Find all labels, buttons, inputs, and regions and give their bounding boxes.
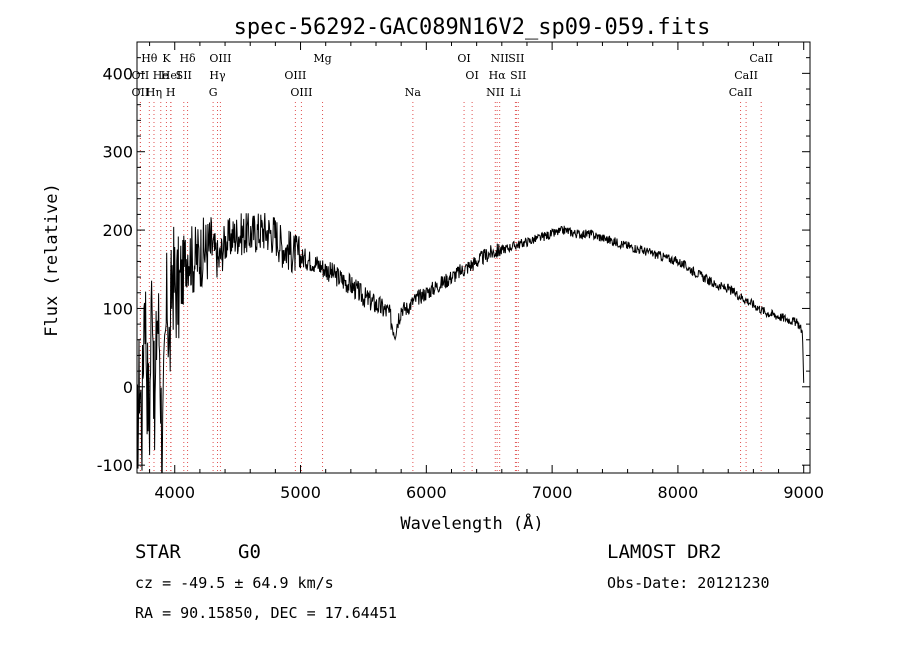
line-marker-label-10: He — [153, 69, 169, 82]
line-marker-label-7: SII — [508, 52, 524, 65]
line-marker-label-16: Hα — [489, 69, 507, 82]
line-marker-label-20: Hη — [146, 86, 162, 99]
line-marker-label-6: NII — [491, 52, 509, 65]
line-marker-label-4: Mg — [313, 52, 331, 65]
object-subclass: G0 — [238, 541, 261, 563]
line-marker-label-26: Li — [510, 86, 521, 99]
y-tick-label-5: 400 — [102, 64, 133, 83]
line-marker-label-1: K — [162, 52, 171, 65]
line-marker-label-14: OIII — [284, 69, 306, 82]
line-marker-label-23: OIII — [290, 86, 312, 99]
line-marker-label-22: G — [209, 86, 218, 99]
line-marker-label-3: OIII — [209, 52, 231, 65]
line-marker-label-11: HeI — [161, 69, 181, 82]
redshift-velocity: cz = -49.5 ± 64.9 km/s — [135, 574, 334, 592]
y-tick-label-1: 0 — [123, 378, 133, 397]
y-tick-label-4: 300 — [102, 143, 133, 162]
x-tick-label-2: 6000 — [406, 483, 447, 502]
line-marker-label-25: NII — [486, 86, 504, 99]
coordinates: RA = 90.15850, DEC = 17.64451 — [135, 604, 397, 622]
line-markers — [139, 102, 762, 473]
y-tick-label-3: 200 — [102, 221, 133, 240]
observation-date: Obs-Date: 20121230 — [607, 574, 770, 592]
plot-frame — [136, 41, 811, 474]
line-marker-label-0: Hθ — [141, 52, 158, 65]
x-tick-label-4: 8000 — [658, 483, 699, 502]
x-axis-label: Wavelength (Å) — [400, 512, 543, 534]
y-tick-label-2: 100 — [102, 299, 133, 318]
line-marker-label-21: H — [166, 86, 176, 99]
x-axis-ticks: 4000 5000 6000 7000 8000 9000 — [149, 42, 824, 502]
object-class: STAR — [135, 541, 181, 563]
line-marker-label-13: Hγ — [209, 69, 226, 82]
line-marker-label-24: Na — [405, 86, 422, 99]
line-marker-label-12: SII — [176, 69, 192, 82]
flux-series-line — [136, 212, 805, 474]
x-tick-label-5: 9000 — [783, 483, 824, 502]
y-axis-ticks: -100 0 100 200 300 400 — [97, 41, 810, 475]
line-marker-label-18: CaII — [734, 69, 758, 82]
line-marker-label-9: OII — [132, 69, 150, 82]
line-marker-label-19: OII — [132, 86, 150, 99]
line-marker-label-27: CaII — [729, 86, 753, 99]
survey-name: LAMOST DR2 — [607, 541, 722, 563]
chart-title: spec-56292-GAC089N16V2_sp09-059.fits — [234, 15, 711, 40]
y-tick-label-0: -100 — [97, 456, 133, 475]
x-tick-label-0: 4000 — [154, 483, 195, 502]
line-marker-label-15: OI — [465, 69, 478, 82]
x-tick-label-3: 7000 — [532, 483, 573, 502]
line-marker-label-5: OI — [457, 52, 470, 65]
y-axis-label: Flux (relative) — [42, 183, 62, 337]
x-tick-label-1: 5000 — [280, 483, 321, 502]
line-marker-label-17: SII — [510, 69, 526, 82]
line-marker-label-2: Hδ — [179, 52, 196, 65]
line-marker-label-8: CaII — [749, 52, 773, 65]
